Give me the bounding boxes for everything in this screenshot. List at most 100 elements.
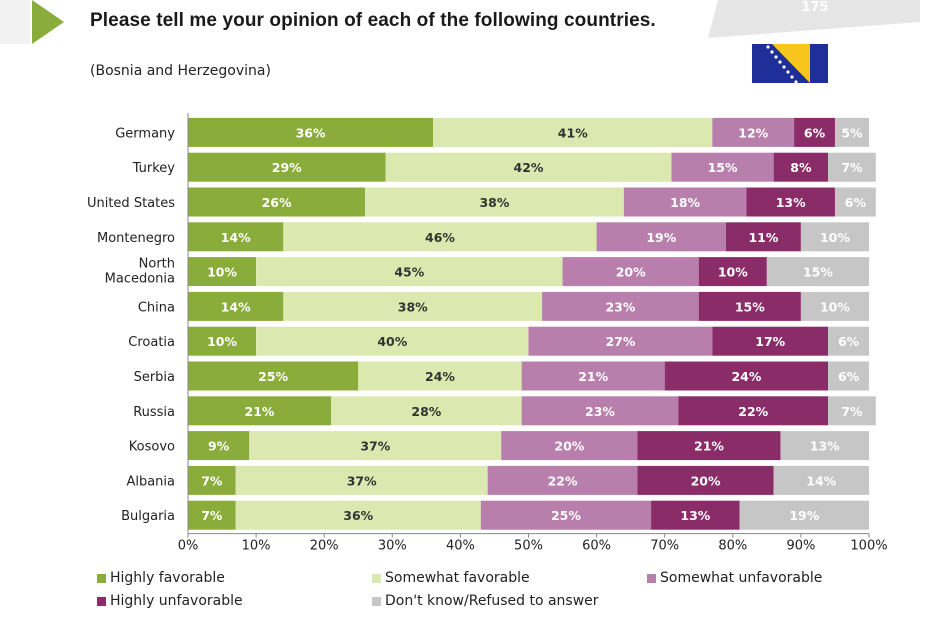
data-label: 6% [838,334,860,349]
bar-highly-favorable [188,326,257,356]
bar-somewhat-unfavorable [528,326,713,356]
data-label: 7% [201,473,223,488]
bar-don-t-know-refused-to-answer [828,152,876,182]
data-label: 10% [207,265,237,280]
bar-highly-unfavorable [773,152,829,182]
data-label: 21% [245,404,275,419]
page-title: Please tell me your opinion of each of t… [90,10,656,31]
bar-highly-favorable [188,291,284,321]
bar-somewhat-favorable [365,187,624,217]
data-label: 13% [810,439,840,454]
category-label: Turkey [132,161,176,176]
data-label: 22% [738,404,768,419]
bar-don-t-know-refused-to-answer [800,291,869,321]
data-label: 13% [776,195,806,210]
data-label: 14% [221,230,251,245]
page-number: 175 [801,0,829,15]
bar-don-t-know-refused-to-answer [800,222,869,252]
x-tick-label: 0% [178,539,199,554]
data-label: 11% [748,230,778,245]
header-accent-triangle-icon [0,0,64,44]
bar-somewhat-favorable [331,396,522,426]
bar-somewhat-favorable [283,291,543,321]
data-label: 23% [585,404,615,419]
data-label: 19% [789,508,819,523]
data-label: 14% [221,299,251,314]
category-label: Croatia [128,335,175,350]
data-label: 25% [258,369,288,384]
bar-highly-unfavorable [637,465,774,495]
x-tick-label: 90% [786,539,815,554]
bar-don-t-know-refused-to-answer [739,500,869,530]
data-label: 23% [605,299,635,314]
data-label: 15% [708,160,738,175]
category-label: United States [87,196,175,211]
data-label: 20% [691,473,721,488]
data-label: 7% [841,404,863,419]
bar-highly-unfavorable [664,361,829,391]
bar-somewhat-unfavorable [501,431,638,461]
data-label: 40% [377,334,407,349]
data-label: 36% [343,508,373,523]
bar-highly-favorable [188,500,236,530]
bar-somewhat-favorable [433,117,713,147]
bar-highly-unfavorable [637,431,781,461]
bar-don-t-know-refused-to-answer [834,187,876,217]
data-label: 36% [296,125,326,140]
data-label: 20% [554,439,584,454]
bar-highly-unfavorable [794,117,835,147]
bar-highly-favorable [188,361,359,391]
bar-highly-unfavorable [698,291,801,321]
category-label: Bulgaria [121,509,175,524]
x-tick-label: 80% [718,539,747,554]
data-label: 14% [806,473,836,488]
page-number-box [708,0,920,38]
bar-somewhat-unfavorable [712,117,795,147]
bosnia-herzegovina-flag-icon [752,44,828,83]
data-label: 5% [841,125,863,140]
data-label: 7% [841,160,863,175]
bar-somewhat-unfavorable [521,361,665,391]
bar-somewhat-favorable [256,326,529,356]
bar-don-t-know-refused-to-answer [773,465,869,495]
bar-don-t-know-refused-to-answer [834,117,869,147]
bar-highly-unfavorable [678,396,829,426]
data-label: 8% [790,160,812,175]
data-label: 9% [208,439,230,454]
bar-somewhat-favorable [385,152,672,182]
bar-highly-favorable [188,152,386,182]
data-label: 41% [558,125,588,140]
category-label: Albania [126,474,175,489]
data-label: 22% [548,473,578,488]
category-label: Serbia [134,370,175,385]
data-label: 6% [804,125,826,140]
bar-somewhat-unfavorable [596,222,726,252]
category-label: Germany [115,126,175,141]
bar-highly-favorable [188,222,284,252]
data-label: 10% [820,230,850,245]
data-label: 17% [755,334,785,349]
bar-highly-unfavorable [746,187,835,217]
category-label: China [138,300,175,315]
x-tick-label: 60% [582,539,611,554]
bar-highly-unfavorable [725,222,801,252]
bar-somewhat-unfavorable [623,187,747,217]
category-label: Kosovo [129,440,175,455]
bar-highly-favorable [188,396,332,426]
bar-don-t-know-refused-to-answer [828,361,869,391]
page-subtitle: (Bosnia and Herzegovina) [90,63,271,79]
data-label: 37% [347,473,377,488]
bar-somewhat-unfavorable [542,291,699,321]
bar-highly-unfavorable [712,326,829,356]
data-label: 7% [201,508,223,523]
data-label: 10% [820,299,850,314]
bar-somewhat-unfavorable [480,500,652,530]
data-label: 38% [398,299,428,314]
x-tick-label: 100% [850,539,887,554]
bar-highly-favorable [188,431,250,461]
category-label: Montenegro [97,231,175,246]
bar-somewhat-favorable [235,465,488,495]
data-label: 21% [694,439,724,454]
bar-highly-favorable [188,257,257,287]
data-label: 20% [616,265,646,280]
